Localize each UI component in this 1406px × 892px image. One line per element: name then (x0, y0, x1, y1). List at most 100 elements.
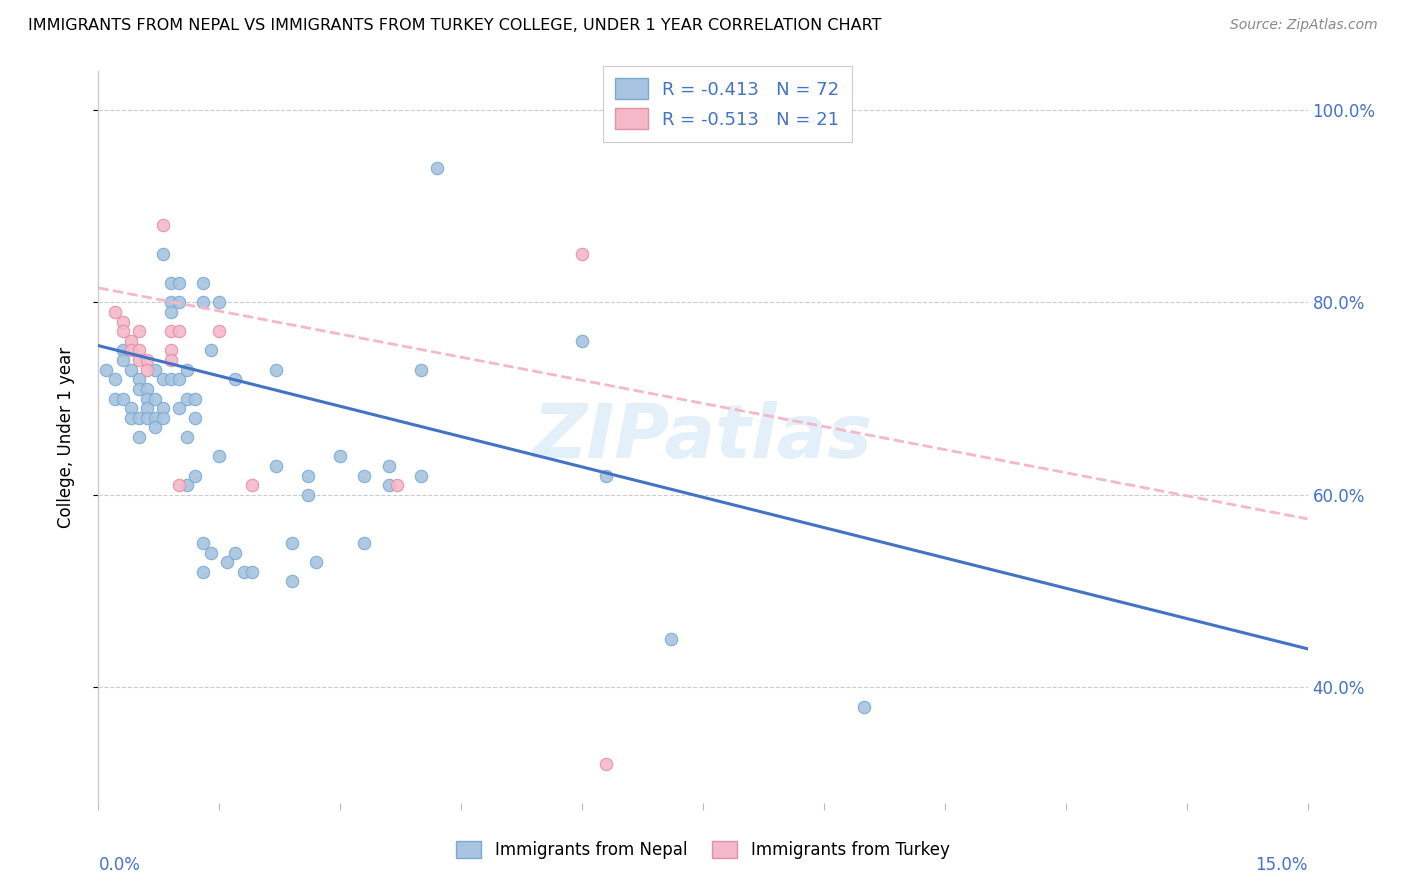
Text: Source: ZipAtlas.com: Source: ZipAtlas.com (1230, 18, 1378, 32)
Point (152, 247, 174, 261)
Point (167, 478, 190, 492)
Point (96, 362, 118, 376)
Point (135, 410, 157, 425)
Point (176, 430, 198, 444)
Point (135, 362, 157, 376)
Point (305, 555, 328, 569)
Point (193, 295, 215, 310)
Point (409, 468, 432, 483)
Point (217, 555, 239, 569)
Point (200, 545, 222, 559)
Point (353, 536, 375, 550)
Point (143, 420, 166, 434)
Point (128, 372, 150, 386)
Point (193, 565, 215, 579)
Point (176, 362, 198, 376)
Point (143, 410, 166, 425)
Point (184, 410, 207, 425)
Point (426, 161, 449, 175)
Point (184, 392, 207, 406)
Point (240, 565, 263, 579)
Point (135, 392, 157, 406)
Point (208, 324, 231, 338)
Point (128, 324, 150, 338)
Point (297, 488, 319, 502)
Point (853, 699, 876, 714)
Point (120, 343, 142, 358)
Point (160, 372, 183, 386)
Point (385, 478, 408, 492)
Point (208, 450, 231, 464)
Point (103, 392, 125, 406)
Point (200, 343, 222, 358)
Point (103, 372, 125, 386)
Point (659, 632, 682, 647)
Point (152, 219, 174, 233)
Point (571, 247, 593, 261)
Point (281, 536, 304, 550)
Point (160, 353, 183, 368)
Point (111, 324, 134, 338)
Point (120, 410, 142, 425)
Point (232, 565, 254, 579)
Point (143, 362, 166, 376)
Point (120, 362, 142, 376)
Point (167, 401, 190, 416)
Point (111, 353, 134, 368)
Point (135, 401, 157, 416)
Point (264, 362, 287, 376)
Point (152, 410, 174, 425)
Point (167, 324, 190, 338)
Point (160, 276, 183, 290)
Point (152, 401, 174, 416)
Point (297, 468, 319, 483)
Text: IMMIGRANTS FROM NEPAL VS IMMIGRANTS FROM TURKEY COLLEGE, UNDER 1 YEAR CORRELATIO: IMMIGRANTS FROM NEPAL VS IMMIGRANTS FROM… (28, 18, 882, 33)
Point (184, 468, 207, 483)
Point (160, 324, 183, 338)
Point (224, 372, 246, 386)
Point (111, 392, 134, 406)
Legend: Immigrants from Nepal, Immigrants from Turkey: Immigrants from Nepal, Immigrants from T… (449, 833, 957, 868)
Point (193, 276, 215, 290)
Point (377, 458, 399, 473)
Point (281, 574, 304, 589)
Point (128, 343, 150, 358)
Point (128, 382, 150, 396)
Point (208, 295, 231, 310)
Point (128, 410, 150, 425)
Point (111, 315, 134, 329)
Point (111, 343, 134, 358)
Point (193, 536, 215, 550)
Point (377, 478, 399, 492)
Point (160, 343, 183, 358)
Point (224, 545, 246, 559)
Point (571, 334, 593, 348)
Point (329, 450, 352, 464)
Point (595, 757, 617, 772)
Point (167, 276, 190, 290)
Point (103, 305, 125, 319)
Point (167, 372, 190, 386)
Point (128, 353, 150, 368)
Point (353, 468, 375, 483)
Point (135, 382, 157, 396)
Point (160, 295, 183, 310)
Point (152, 372, 174, 386)
Text: 0.0%: 0.0% (98, 855, 141, 874)
Point (176, 392, 198, 406)
Point (135, 353, 157, 368)
Point (120, 334, 142, 348)
Point (167, 295, 190, 310)
Text: 15.0%: 15.0% (1256, 855, 1308, 874)
Point (120, 401, 142, 416)
Point (128, 430, 150, 444)
Point (264, 458, 287, 473)
Text: ZIPatlas: ZIPatlas (533, 401, 873, 474)
Point (595, 468, 617, 483)
Point (176, 478, 198, 492)
Y-axis label: College, Under 1 year: College, Under 1 year (56, 346, 75, 528)
Point (240, 478, 263, 492)
Point (409, 362, 432, 376)
Point (143, 392, 166, 406)
Point (160, 305, 183, 319)
